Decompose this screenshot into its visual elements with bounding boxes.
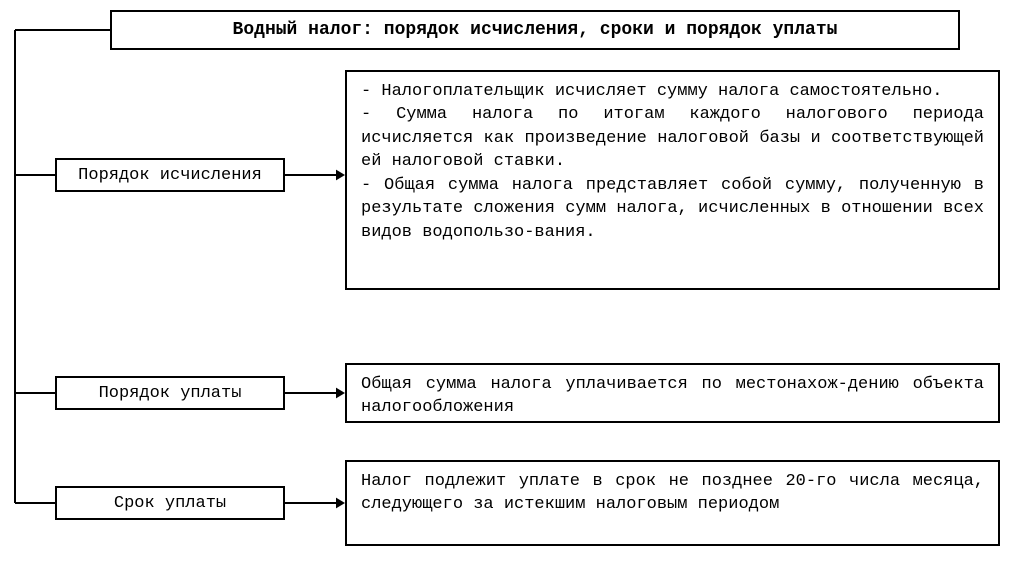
label-text: Порядок исчисления (78, 166, 262, 185)
label-text: Срок уплаты (114, 494, 226, 513)
desc-payment-procedure: Общая сумма налога уплачивается по место… (345, 363, 1000, 423)
label-text: Порядок уплаты (99, 384, 242, 403)
title-box: Водный налог: порядок исчисления, сроки … (110, 10, 960, 50)
label-payment-term: Срок уплаты (55, 486, 285, 520)
title-text: Водный налог: порядок исчисления, сроки … (233, 20, 838, 40)
desc-payment-term: Налог подлежит уплате в срок не позднее … (345, 460, 1000, 546)
desc-calc-procedure: - Налогоплательщик исчисляет сумму налог… (345, 70, 1000, 290)
desc-text: - Налогоплательщик исчисляет сумму налог… (361, 80, 984, 244)
desc-text: Общая сумма налога уплачивается по место… (361, 373, 984, 420)
label-payment-procedure: Порядок уплаты (55, 376, 285, 410)
desc-text: Налог подлежит уплате в срок не позднее … (361, 470, 984, 517)
label-calc-procedure: Порядок исчисления (55, 158, 285, 192)
